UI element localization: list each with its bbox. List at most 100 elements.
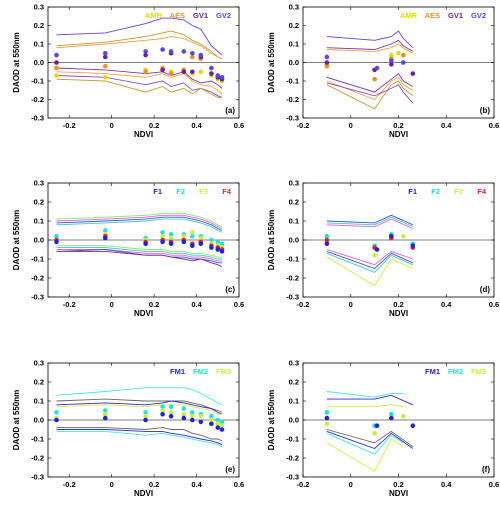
- data-point: [410, 423, 416, 429]
- y-tick-label: 0.3: [34, 179, 44, 188]
- panel-f: 0.30.20.10.0-0.1-0.2-0.3-0.2 0 0.2 0.4 0.6ND…: [267, 359, 499, 498]
- y-tick-label: 0.3: [289, 359, 299, 368]
- x-tick-label: 0.2: [393, 480, 403, 489]
- y-tick-label: 0.3: [289, 3, 299, 12]
- data-point: [160, 47, 165, 52]
- data-point: [219, 427, 225, 432]
- series-line: [326, 432, 404, 455]
- data-point: [219, 419, 225, 425]
- data-point: [54, 410, 59, 415]
- data-point: [396, 50, 401, 56]
- data-point: [103, 415, 108, 421]
- legend-entry: F4: [222, 187, 232, 196]
- data-point: [168, 404, 174, 410]
- data-point: [219, 249, 225, 254]
- data-point: [209, 237, 214, 243]
- series-line: [56, 429, 223, 446]
- data-point: [219, 423, 225, 429]
- y-tick-label: 0.3: [289, 179, 299, 188]
- legend-entry: GV2: [216, 11, 231, 20]
- x-tick-label: 0: [349, 121, 353, 130]
- y-tick-label: 0.2: [289, 198, 299, 207]
- data-point: [160, 239, 165, 245]
- data-point: [324, 233, 330, 239]
- data-point: [389, 62, 394, 67]
- data-point: [143, 52, 148, 58]
- data-point: [168, 232, 174, 237]
- data-point: [324, 60, 330, 65]
- y-tick-label: 0.1: [34, 40, 44, 49]
- series-line: [326, 82, 414, 104]
- data-point: [209, 417, 214, 423]
- series-line: [326, 249, 413, 266]
- data-point: [389, 233, 394, 239]
- x-tick-label: -0.2: [63, 300, 76, 309]
- series-line: [326, 30, 414, 49]
- data-point: [374, 65, 380, 71]
- y-tick-label: 0.2: [34, 198, 44, 207]
- y-tick-label: 0.2: [34, 21, 44, 30]
- data-point: [198, 241, 204, 247]
- data-point: [190, 233, 195, 239]
- y-axis-label: DAOD at 550nm: [267, 32, 276, 92]
- series-line: [326, 72, 414, 93]
- y-tick-label: 0.0: [34, 416, 44, 425]
- series-line: [326, 404, 404, 408]
- series-line: [56, 387, 223, 406]
- x-tick-label: 0.4: [191, 121, 202, 130]
- data-point: [215, 239, 221, 245]
- series-line: [56, 17, 223, 56]
- data-point: [54, 65, 59, 71]
- x-tick-label: 0.6: [489, 480, 499, 489]
- data-point: [209, 71, 214, 76]
- data-point: [410, 71, 416, 76]
- y-axis-label: DAOD at 550nm: [267, 210, 276, 270]
- series-line: [56, 404, 222, 415]
- x-axis-label: NDVI: [389, 309, 408, 318]
- data-point: [389, 52, 394, 58]
- y-axis-label: DAOD at 550nm: [267, 390, 276, 450]
- series-line: [326, 430, 414, 450]
- data-point: [103, 412, 108, 417]
- legend-entry: F4: [477, 187, 487, 196]
- x-tick-label: 0.2: [393, 300, 403, 309]
- data-point: [168, 71, 174, 76]
- data-point: [190, 54, 195, 60]
- y-tick-label: -0.2: [286, 454, 299, 463]
- data-point: [181, 412, 187, 417]
- y-tick-label: 0.2: [289, 21, 299, 30]
- x-tick-label: -0.2: [297, 121, 310, 130]
- data-point: [209, 413, 214, 419]
- data-point: [103, 228, 108, 233]
- legend-entry: AMR: [400, 11, 418, 20]
- data-layer: [54, 212, 225, 268]
- y-tick-label: 0.0: [289, 236, 299, 245]
- y-tick-label: 0.3: [34, 359, 44, 368]
- y-axis-label: DAOD at 550nm: [12, 32, 21, 92]
- series-line: [56, 400, 223, 415]
- data-point: [400, 413, 406, 419]
- series-line: [326, 39, 414, 52]
- data-point: [143, 410, 148, 415]
- data-point: [389, 58, 394, 63]
- data-point: [209, 245, 214, 250]
- panel-e: 0.3 0.2 0.1 0.0 -0.1 -0.2 -0.3 -0.2 0 0.2 0.4 0.6 ND…: [12, 359, 244, 498]
- data-point: [181, 239, 187, 245]
- legend-entry: FM1: [425, 367, 440, 376]
- data-layer: [324, 214, 416, 287]
- y-tick-label: -0.1: [286, 255, 299, 264]
- y-tick-label: 0.1: [34, 217, 44, 226]
- data-point: [219, 241, 225, 247]
- y-tick-label: 0.1: [289, 397, 299, 406]
- y-tick-label: -0.1: [31, 77, 44, 86]
- x-tick-label: 0.2: [393, 121, 403, 130]
- data-point: [190, 417, 195, 423]
- legend-entry: GV1: [448, 11, 463, 20]
- y-tick-label: -0.2: [286, 274, 299, 283]
- data-point: [181, 49, 187, 54]
- data-point: [209, 421, 214, 427]
- data-point: [372, 76, 377, 82]
- y-tick-label: -0.2: [31, 95, 44, 104]
- data-point: [374, 423, 380, 429]
- series-line: [56, 247, 222, 260]
